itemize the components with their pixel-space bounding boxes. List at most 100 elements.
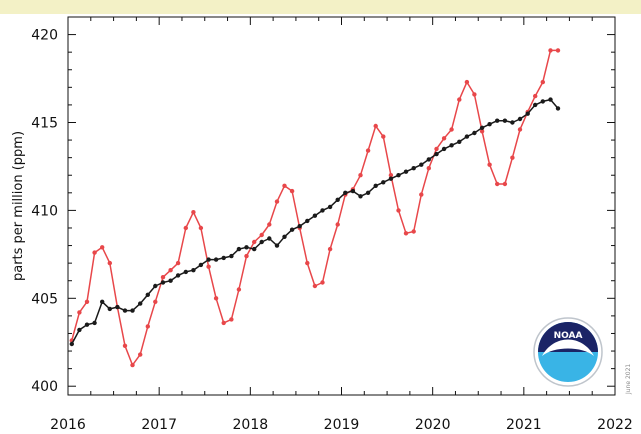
data-point-monthly: [487, 162, 492, 167]
data-point-monthly: [381, 134, 386, 139]
data-point-monthly: [259, 232, 264, 238]
y-tick-label: 415: [31, 115, 58, 131]
data-point-monthly: [153, 299, 158, 304]
data-point-trend: [229, 253, 234, 259]
data-point-trend: [510, 120, 515, 125]
data-point-monthly: [327, 246, 333, 252]
data-point-trend: [350, 188, 356, 194]
data-point-monthly: [160, 275, 166, 280]
data-point-monthly: [540, 79, 545, 85]
data-point-monthly: [289, 188, 295, 194]
data-point-monthly: [107, 260, 113, 266]
data-point-trend: [236, 246, 242, 252]
data-point-monthly: [168, 268, 173, 273]
data-point-monthly: [84, 299, 90, 304]
x-tick-label: 2018: [233, 417, 269, 433]
data-point-trend: [183, 269, 188, 275]
data-point-trend: [320, 208, 325, 213]
data-point-monthly: [510, 155, 515, 160]
data-point-monthly: [145, 324, 150, 329]
credit-text: June 2021: [625, 364, 632, 395]
data-point-monthly: [548, 48, 553, 53]
data-point-trend: [487, 122, 492, 127]
data-point-monthly: [495, 181, 500, 187]
data-point-trend: [479, 125, 485, 130]
y-axis-title: parts per million (ppm): [11, 131, 26, 281]
data-point-trend: [252, 246, 257, 252]
data-point-monthly: [221, 320, 226, 326]
plot-frame: [67, 16, 616, 396]
data-point-monthly: [365, 148, 371, 153]
x-tick-label: 2020: [415, 417, 451, 433]
y-tick-label: 420: [31, 28, 58, 44]
data-point-monthly: [457, 97, 462, 102]
data-point-trend: [533, 102, 538, 108]
data-point-monthly: [426, 166, 431, 171]
y-tick-label: 405: [31, 291, 58, 307]
data-point-trend: [138, 301, 143, 306]
data-point-monthly: [449, 127, 454, 132]
data-point-monthly: [236, 287, 242, 292]
x-tick-label: 2019: [324, 417, 360, 433]
data-point-trend: [289, 227, 295, 232]
data-point-monthly: [335, 222, 340, 227]
data-point-trend: [153, 283, 158, 289]
data-point-monthly: [274, 199, 280, 204]
data-point-trend: [168, 278, 173, 283]
data-point-monthly: [403, 231, 409, 236]
data-point-trend: [213, 257, 219, 262]
data-point-trend: [305, 218, 310, 224]
header-band: [0, 0, 641, 14]
y-tick-label: 410: [31, 203, 58, 219]
data-point-monthly: [312, 283, 318, 289]
y-tick-label: 400: [31, 379, 58, 395]
data-point-monthly: [411, 229, 416, 234]
data-point-monthly: [252, 239, 257, 245]
data-point-monthly: [472, 92, 477, 97]
data-point-trend: [335, 197, 340, 202]
data-point-trend: [297, 224, 302, 229]
data-point-monthly: [191, 210, 196, 215]
data-point-trend: [426, 157, 431, 162]
data-point-trend: [548, 97, 553, 102]
data-point-monthly: [122, 343, 128, 348]
data-point-trend: [449, 143, 454, 148]
axis-ticks: [67, 16, 616, 395]
data-point-monthly: [517, 127, 523, 132]
data-point-trend: [312, 213, 318, 218]
data-point-trend: [130, 308, 135, 313]
data-point-trend: [343, 190, 348, 195]
data-point-trend: [92, 320, 97, 326]
data-point-monthly: [464, 79, 470, 85]
data-point-trend: [358, 194, 363, 199]
data-point-trend: [259, 239, 264, 245]
noaa-logo: NOAA: [533, 317, 603, 387]
noaa-logo-bird: [542, 339, 594, 356]
data-point-monthly: [244, 253, 249, 259]
data-point-trend: [221, 255, 226, 261]
series-line-monthly: [71, 49, 558, 366]
data-point-monthly: [267, 222, 272, 227]
data-point-monthly: [320, 280, 325, 285]
data-point-monthly: [92, 250, 97, 255]
data-point-monthly: [305, 260, 310, 266]
data-point-monthly: [533, 93, 538, 99]
data-point-trend: [396, 173, 401, 178]
noaa-logo-text: NOAA: [554, 331, 583, 341]
data-point-monthly: [130, 362, 135, 368]
data-point-trend: [69, 341, 75, 347]
data-point-monthly: [441, 136, 447, 141]
data-point-trend: [388, 176, 394, 181]
data-point-monthly: [358, 173, 363, 178]
data-point-trend: [145, 292, 150, 297]
x-tick-label: 2021: [506, 417, 542, 433]
data-point-monthly: [502, 181, 508, 187]
data-point-trend: [411, 166, 416, 171]
series-line-trend: [71, 98, 559, 345]
data-point-trend: [160, 280, 166, 285]
data-point-monthly: [213, 296, 219, 301]
data-point-monthly: [206, 264, 211, 269]
data-point-trend: [464, 134, 470, 139]
series-monthly: [69, 48, 561, 368]
